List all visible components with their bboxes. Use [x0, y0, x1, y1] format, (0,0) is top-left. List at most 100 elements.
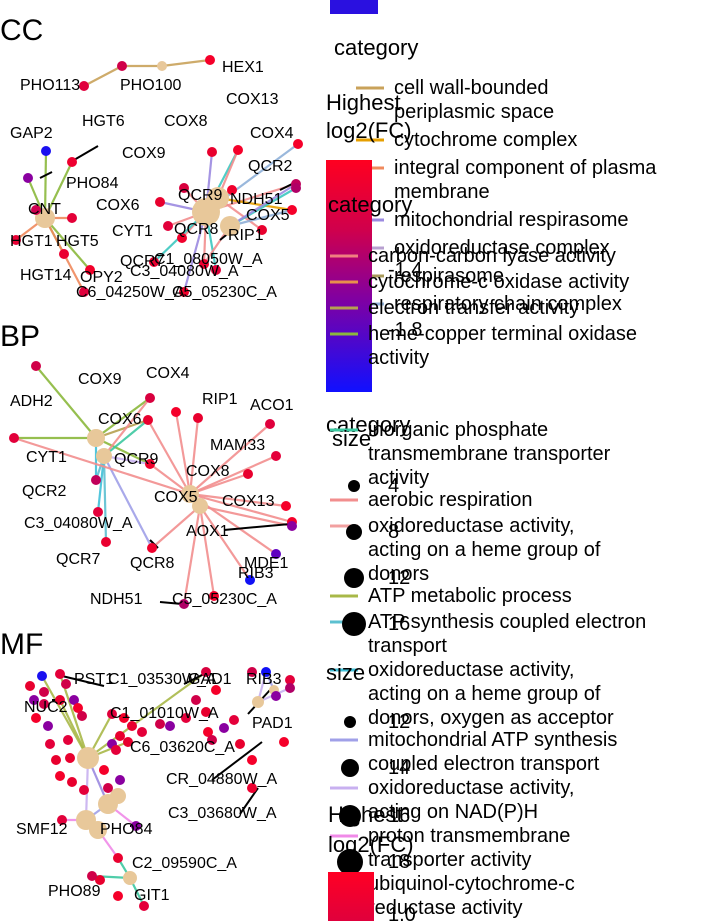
gene-node-mf-unlabeled-30	[67, 777, 77, 787]
gene-node-mf-cr_04880	[279, 737, 289, 747]
gene-node-bp-mde1	[271, 549, 281, 559]
legend-mf-label-8: proton transmembrane transporter activity	[368, 825, 570, 871]
leader-line-11	[211, 741, 263, 781]
gene-label-mf-c3_03680: C3_03680W_A	[168, 805, 277, 822]
edge-bp-15	[189, 423, 271, 495]
gene-node-cc-pho113	[79, 81, 89, 91]
gene-node-bp-mam33	[271, 451, 281, 461]
network-nodes	[9, 55, 303, 911]
gene-label-bp-rib3: RIB3	[238, 565, 274, 582]
gene-node-cc-c5_05230	[179, 287, 189, 297]
gene-node-bp-qcr8	[147, 543, 157, 553]
gene-label-bp-mde1: MDE1	[244, 555, 289, 572]
legend-cc-label-2: integral component of plasma membrane	[394, 157, 657, 203]
edge-bp-18	[189, 492, 287, 508]
gene-node-mf-pho84	[131, 821, 141, 831]
gene-label-mf-c1_03530: C1_03530W_A	[108, 671, 217, 688]
gene-node-mf-unlabeled-36	[113, 891, 123, 901]
size-2-dot-1	[341, 759, 359, 777]
size-1-label-2: 12	[388, 567, 410, 589]
gene-label-mf-c2_09590: C2_09590C_A	[132, 855, 237, 872]
gene-node-bp-qcr2	[91, 475, 101, 485]
edge-cc-2	[83, 65, 123, 87]
edge-cc-8	[44, 217, 91, 271]
gene-node-mf-unlabeled-27	[247, 667, 257, 677]
gene-label-bp-cox6: COX6	[98, 411, 142, 428]
legend-mf-label-6: mitochondrial ATP synthesis coupled elect…	[368, 729, 617, 775]
gene-node-mf-unlabeled-42	[191, 695, 201, 705]
gene-label-bp-cyt1: CYT1	[26, 449, 67, 466]
category-node-mf-3	[110, 788, 126, 804]
gene-label-bp-c5_05230: C5_05230C_A	[172, 591, 277, 608]
gene-node-cc-cox6	[155, 197, 165, 207]
gene-node-mf-unlabeled-35	[95, 875, 105, 885]
legend-title-colorbar-1: Highest log2(FC)	[326, 90, 412, 143]
legend-cc-label-6: respiratory chain complex	[394, 293, 622, 315]
gene-node-bp-aco1	[265, 419, 275, 429]
gene-label-mf-smf12: SMF12	[16, 821, 68, 838]
size-1-label-1: 8	[388, 521, 399, 543]
gene-label-cc-hgt6: HGT6	[82, 113, 125, 130]
gene-node-bp-cox6	[143, 415, 153, 425]
gene-node-bp-c5_05230	[209, 591, 219, 601]
gene-node-bp-cox9	[145, 393, 155, 403]
gene-node-mf-unlabeled-4	[45, 739, 55, 749]
edge-bp-12	[103, 455, 153, 549]
gene-label-cc-rip1: RIP1	[228, 227, 264, 244]
category-node-bp-2	[181, 485, 199, 503]
gene-node-bp-cox5	[281, 501, 291, 511]
gene-node-cc-gap2	[41, 146, 51, 156]
gene-node-mf-unlabeled-40	[127, 721, 137, 731]
panel-title-cc: CC	[0, 14, 43, 47]
gene-node-cc-cox5	[287, 205, 297, 215]
gene-node-cc-opy2	[85, 265, 95, 275]
gene-label-cc-hex1: HEX1	[222, 59, 264, 76]
gene-node-mf-unlabeled-18	[165, 721, 175, 731]
gene-node-mf-unlabeled-21	[203, 727, 213, 737]
gene-node-mf-nuc2	[55, 695, 65, 705]
legend-mf-label-2: oxidoreductase activity, acting on a heme…	[368, 515, 601, 585]
gene-node-mf-unlabeled-11	[73, 703, 83, 713]
gene-label-cc-cox4: COX4	[250, 125, 294, 142]
gene-node-mf-unlabeled-1	[31, 713, 41, 723]
legend-mf-label-5: oxidoreductase activity, acting on a heme…	[368, 659, 614, 729]
gene-label-bp-qcr7: QCR7	[56, 551, 101, 568]
gene-label-cc-hgt5: HGT5	[56, 233, 99, 250]
panel-title-mf: MF	[0, 628, 43, 661]
gene-label-mf-c6_03620: C6_03620C_A	[130, 739, 235, 756]
edge-cc-30	[229, 208, 293, 228]
legend-bp-label-3: heme-copper terminal oxidase activity	[368, 323, 637, 369]
gene-label-cc-gap2: GAP2	[10, 125, 53, 142]
category-node-bp-0	[87, 429, 105, 447]
gene-node-mf-unlabeled-25	[235, 739, 245, 749]
gene-node-mf-c3_03680	[247, 783, 257, 793]
gene-label-cc-ndh51: NDH51	[230, 191, 283, 208]
gene-label-cc-qcr9: QCR9	[178, 187, 223, 204]
legend-title-colorbar-2: Highest log2(FC)	[328, 802, 414, 857]
gene-node-mf-unlabeled-5	[51, 755, 61, 765]
gene-label-bp-cox13: COX13	[222, 493, 275, 510]
gene-label-cc-hgt1: HGT1	[10, 233, 53, 250]
gene-node-mf-unlabeled-39	[137, 727, 147, 737]
edge-bp-19	[189, 492, 293, 524]
edge-bp-3	[95, 418, 149, 440]
gene-node-cc-cox8	[207, 147, 217, 157]
edge-cc-11	[44, 161, 73, 219]
gene-label-bp-qcr9: QCR9	[114, 451, 159, 468]
gene-label-cc-cnt: CNT	[28, 201, 61, 218]
gene-node-cc-hgt1	[11, 235, 21, 245]
gene-node-mf-pho89	[87, 871, 97, 881]
legend-title-category-cc: category	[334, 35, 418, 60]
gene-label-cc-cox6: COX6	[96, 197, 140, 214]
size-1-dot-0	[348, 480, 360, 492]
gene-label-bp-ndh51: NDH51	[90, 591, 143, 608]
leader-line-0	[73, 145, 99, 161]
gene-node-bp-rip1	[193, 413, 203, 423]
gene-label-bp-cox5: COX5	[154, 489, 198, 506]
gene-node-cc-hex1	[205, 55, 215, 65]
edge-bp-0	[35, 365, 97, 439]
gene-node-cc-rip1	[257, 225, 267, 235]
gene-node-mf-gad1	[201, 667, 211, 677]
gene-node-mf-unlabeled-22	[207, 735, 217, 745]
gene-node-cc-pho84	[23, 173, 33, 183]
